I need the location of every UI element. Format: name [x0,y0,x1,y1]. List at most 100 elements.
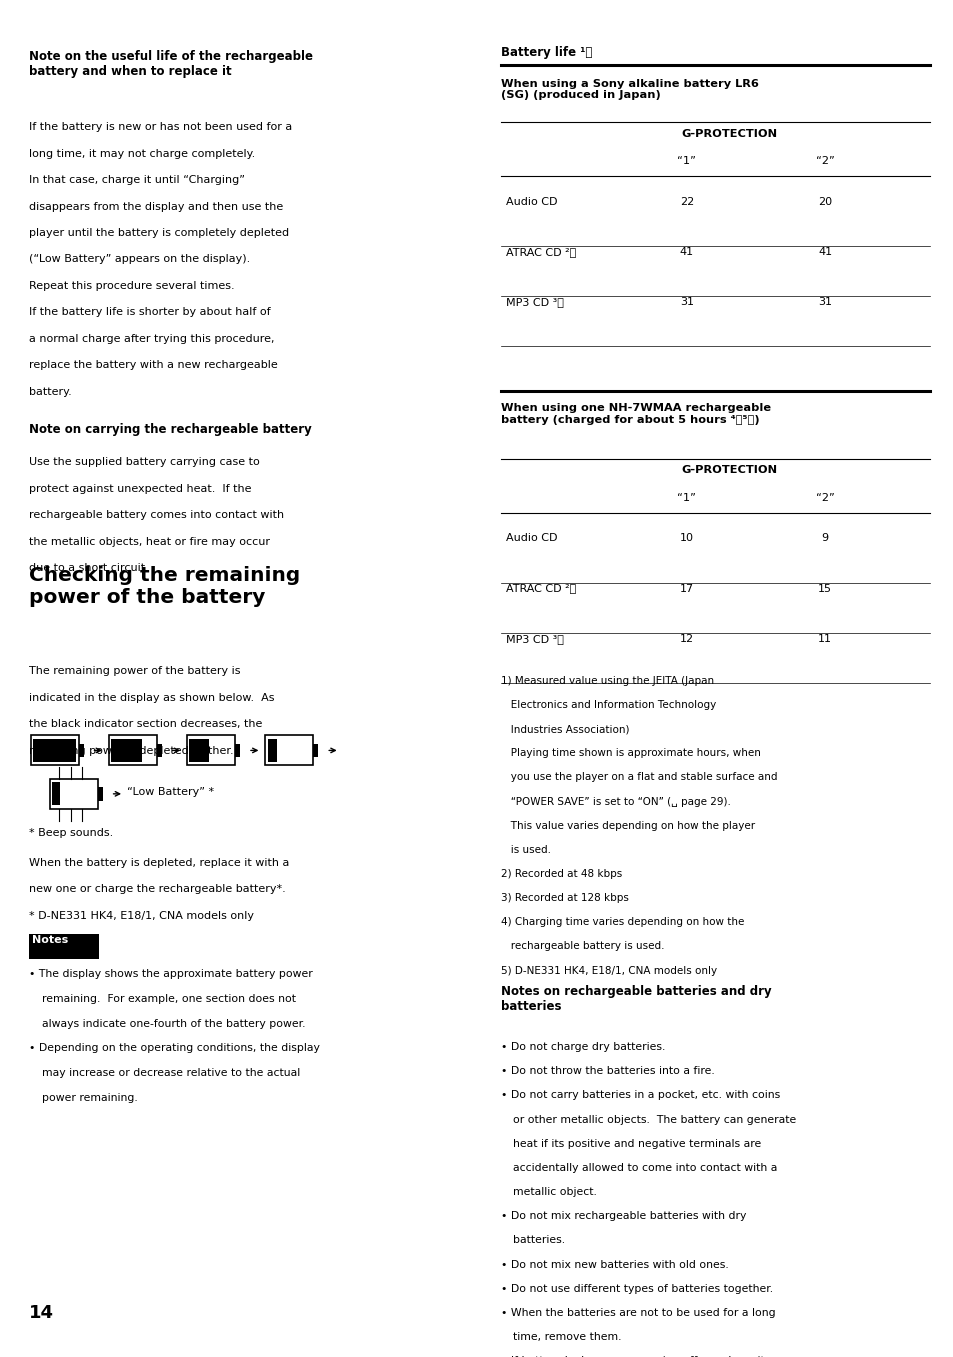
Bar [265,735,313,765]
Text: • Depending on the operating conditions, the display: • Depending on the operating conditions,… [29,1044,319,1053]
Text: 22: 22 [679,197,693,206]
Text: the metallic objects, heat or fire may occur: the metallic objects, heat or fire may o… [29,536,270,547]
Bar [29,934,99,959]
Bar [156,744,162,757]
Text: protect against unexpected heat.  If the: protect against unexpected heat. If the [29,483,251,494]
Text: When the battery is depleted, replace it with a: When the battery is depleted, replace it… [29,858,289,867]
Text: rechargeable battery comes into contact with: rechargeable battery comes into contact … [29,510,283,520]
Text: you use the player on a flat and stable surface and: you use the player on a flat and stable … [500,772,777,783]
Bar [313,744,318,757]
Bar [109,735,156,765]
Bar [267,738,277,763]
Text: remaining power is depleted further.: remaining power is depleted further. [29,746,233,756]
Text: • Do not throw the batteries into a fire.: • Do not throw the batteries into a fire… [500,1067,714,1076]
Text: “Low Battery” *: “Low Battery” * [127,787,213,797]
Text: time, remove them.: time, remove them. [513,1333,621,1342]
Text: 5) D-NE331 HK4, E18/1, CNA models only: 5) D-NE331 HK4, E18/1, CNA models only [500,966,717,976]
Text: Use the supplied battery carrying case to: Use the supplied battery carrying case t… [29,457,259,467]
Text: This value varies depending on how the player: This value varies depending on how the p… [500,821,754,830]
Text: • Do not carry batteries in a pocket, etc. with coins: • Do not carry batteries in a pocket, et… [500,1091,780,1101]
Text: When using one NH-7WMAA rechargeable
battery (charged for about 5 hours ⁴⧸⁵⧸): When using one NH-7WMAA rechargeable bat… [500,403,770,425]
Text: Playing time shown is approximate hours, when: Playing time shown is approximate hours,… [500,748,760,759]
Text: metallic object.: metallic object. [513,1187,597,1197]
Text: “2”: “2” [815,156,834,166]
Text: ATRAC CD ²⧸: ATRAC CD ²⧸ [505,584,576,593]
Text: • Do not charge dry batteries.: • Do not charge dry batteries. [500,1042,664,1052]
Text: or other metallic objects.  The battery can generate: or other metallic objects. The battery c… [513,1114,796,1125]
Text: 20: 20 [818,197,831,206]
Text: 14: 14 [29,1304,53,1322]
Text: Checking the remaining
power of the battery: Checking the remaining power of the batt… [29,566,299,607]
Text: “POWER SAVE” is set to “ON” (␣ page 29).: “POWER SAVE” is set to “ON” (␣ page 29). [500,797,730,806]
Text: Battery life ¹⧸: Battery life ¹⧸ [500,46,592,60]
Text: 41: 41 [679,247,693,256]
Text: The remaining power of the battery is: The remaining power of the battery is [29,666,240,676]
Text: “1”: “1” [677,493,696,502]
Text: 4) Charging time varies depending on how the: 4) Charging time varies depending on how… [500,917,743,927]
Text: indicated in the display as shown below.  As: indicated in the display as shown below.… [29,692,274,703]
Text: Note on the useful life of the rechargeable
battery and when to replace it: Note on the useful life of the rechargea… [29,50,313,79]
Text: 12: 12 [679,634,693,643]
Bar [78,744,84,757]
Text: rechargeable battery is used.: rechargeable battery is used. [500,942,663,951]
Bar [187,735,234,765]
Text: heat if its positive and negative terminals are: heat if its positive and negative termin… [513,1139,760,1149]
Text: 10: 10 [679,533,693,543]
Text: 31: 31 [679,297,693,307]
Text: 3) Recorded at 128 kbps: 3) Recorded at 128 kbps [500,893,628,904]
Text: ATRAC CD ²⧸: ATRAC CD ²⧸ [505,247,576,256]
Text: • When the batteries are not to be used for a long: • When the batteries are not to be used … [500,1308,775,1318]
Text: When using a Sony alkaline battery LR6
(SG) (produced in Japan): When using a Sony alkaline battery LR6 (… [500,79,758,100]
Text: Notes on rechargeable batteries and dry
batteries: Notes on rechargeable batteries and dry … [500,985,771,1014]
Text: the black indicator section decreases, the: the black indicator section decreases, t… [29,719,262,729]
Bar [97,787,103,801]
Bar [32,738,76,763]
Text: is used.: is used. [500,845,550,855]
Text: 31: 31 [818,297,831,307]
Text: due to a short circuit.: due to a short circuit. [29,563,149,573]
Text: If the battery is new or has not been used for a: If the battery is new or has not been us… [29,122,292,132]
Text: Audio CD: Audio CD [505,533,557,543]
Text: “1”: “1” [677,156,696,166]
Text: remaining.  For example, one section does not: remaining. For example, one section does… [42,993,295,1004]
Text: new one or charge the rechargeable battery*.: new one or charge the rechargeable batte… [29,885,285,894]
Text: player until the battery is completely depleted: player until the battery is completely d… [29,228,289,237]
Bar [189,738,209,763]
Text: Notes: Notes [32,935,69,944]
Text: Repeat this procedure several times.: Repeat this procedure several times. [29,281,234,290]
Bar [52,782,60,805]
Text: may increase or decrease relative to the actual: may increase or decrease relative to the… [42,1068,300,1079]
Text: always indicate one-fourth of the battery power.: always indicate one-fourth of the batter… [42,1019,305,1029]
Text: • The display shows the approximate battery power: • The display shows the approximate batt… [29,969,312,978]
Text: G-PROTECTION: G-PROTECTION [681,129,777,138]
Bar [50,779,97,809]
Text: 2) Recorded at 48 kbps: 2) Recorded at 48 kbps [500,868,621,879]
Bar [111,738,142,763]
Text: batteries.: batteries. [513,1235,565,1246]
Text: • Do not use different types of batteries together.: • Do not use different types of batterie… [500,1284,772,1293]
Text: G-PROTECTION: G-PROTECTION [681,465,777,475]
Text: Audio CD: Audio CD [505,197,557,206]
Text: If the battery life is shorter by about half of: If the battery life is shorter by about … [29,307,270,318]
Text: 9: 9 [821,533,828,543]
Bar [234,744,240,757]
Text: 15: 15 [818,584,831,593]
Bar [30,735,78,765]
Text: Note on carrying the rechargeable battery: Note on carrying the rechargeable batter… [29,423,311,437]
Text: 11: 11 [818,634,831,643]
Text: battery.: battery. [29,387,71,396]
Text: 17: 17 [679,584,693,593]
Text: 41: 41 [818,247,831,256]
Text: MP3 CD ³⧸: MP3 CD ³⧸ [505,297,563,307]
Text: power remaining.: power remaining. [42,1094,137,1103]
Text: * Beep sounds.: * Beep sounds. [29,828,112,837]
Text: a normal charge after trying this procedure,: a normal charge after trying this proced… [29,334,274,343]
Text: disappears from the display and then use the: disappears from the display and then use… [29,201,283,212]
Text: (“Low Battery” appears on the display).: (“Low Battery” appears on the display). [29,254,250,265]
Text: • Do not mix rechargeable batteries with dry: • Do not mix rechargeable batteries with… [500,1212,745,1221]
Text: • Do not mix new batteries with old ones.: • Do not mix new batteries with old ones… [500,1259,728,1270]
Text: “2”: “2” [815,493,834,502]
Text: Industries Association): Industries Association) [500,725,629,734]
Text: replace the battery with a new rechargeable: replace the battery with a new rechargea… [29,360,277,370]
Text: * D-NE331 HK4, E18/1, CNA models only: * D-NE331 HK4, E18/1, CNA models only [29,911,253,920]
